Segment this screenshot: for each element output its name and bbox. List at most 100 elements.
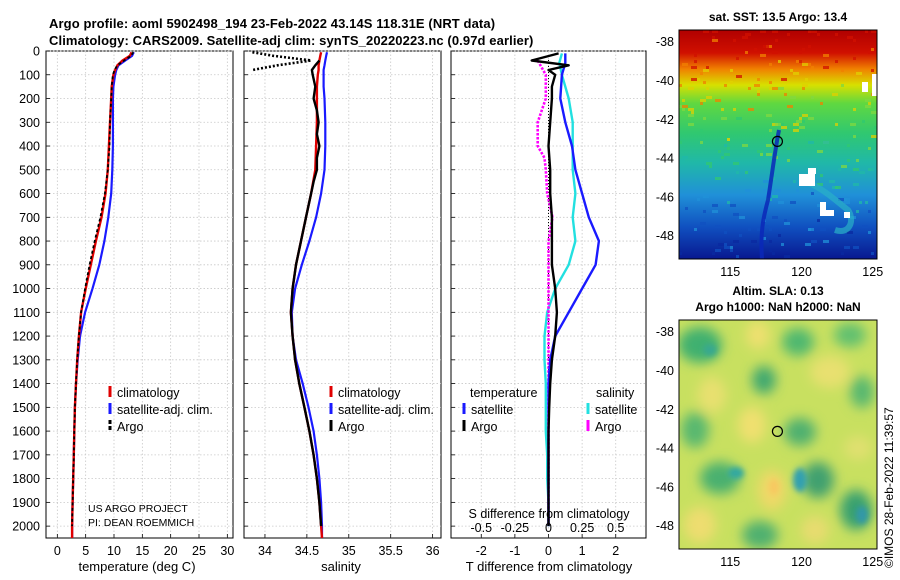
sst-pixel [742, 36, 748, 39]
salinity-argo-dotted-line [252, 50, 313, 72]
sst-pixel [868, 147, 871, 150]
sst-pixel [832, 93, 838, 96]
sst-pixel [853, 183, 859, 186]
sst-pixel [820, 102, 823, 105]
temp-legend-satellite-label: satellite-adj. clim. [117, 403, 213, 417]
temperature-diff-argo-line [530, 52, 570, 527]
sst-pixel [733, 240, 739, 243]
sst-pixel [775, 39, 778, 42]
sst-pixel [703, 117, 706, 120]
sst-pixel [694, 228, 697, 231]
map-y-tick-label: -48 [656, 519, 674, 533]
sst-pixel [706, 162, 712, 165]
depth-tick-label: 200 [19, 92, 40, 106]
map-y-tick-label: -38 [656, 325, 674, 339]
sst-pixel [859, 171, 865, 174]
x-tick-label: 30 [220, 544, 234, 558]
x-tick-label: -2 [476, 544, 487, 558]
sst-pixel [694, 60, 697, 63]
sst-pixel [769, 156, 772, 159]
sst-pixel [700, 141, 703, 144]
sst-pixel [706, 87, 709, 90]
x-tick-label: 2 [612, 544, 619, 558]
credit-line-2: PI: DEAN ROEMMICH [88, 517, 194, 529]
temp-legend-argo-label: Argo [117, 420, 143, 434]
sst-pixel [808, 228, 811, 231]
temperature-xlabel: temperature (deg C) [78, 559, 195, 574]
depth-tick-label: 1000 [12, 282, 40, 296]
sst-pixel [718, 243, 724, 246]
sst-pixel [793, 129, 799, 132]
sst-pixel [865, 30, 868, 33]
sst-pixel [784, 255, 790, 258]
sst-pixel [850, 123, 856, 126]
sst-pixel [757, 78, 760, 81]
sst-pixel [772, 51, 778, 54]
sst-pixel [760, 153, 763, 156]
sst-pixel [709, 165, 712, 168]
sst-pixel [835, 33, 838, 36]
sla-argo-location-marker [771, 425, 784, 437]
sst-pixel [856, 72, 862, 75]
sst-pixel [703, 81, 706, 84]
sst-pixel [793, 72, 799, 75]
x-tick-label: 0 [54, 544, 61, 558]
sst-pixel [775, 123, 781, 126]
map-x-tick-label: 125 [862, 555, 883, 569]
sst-pixel [724, 144, 727, 147]
sst-pixel [808, 141, 814, 144]
sst-pixel [733, 39, 736, 42]
sst-pixel [775, 189, 781, 192]
depth-tick-label: 1900 [12, 496, 40, 510]
depth-tick-label: 1700 [12, 448, 40, 462]
sst-pixel [841, 69, 844, 72]
sst-pixel [688, 87, 694, 90]
sst-pixel [757, 228, 763, 231]
sst-pixel [778, 129, 784, 132]
sst-cold-filament [759, 129, 781, 259]
diff-legend-salinity-header: salinity [596, 386, 635, 400]
map-x-tick-label: 120 [791, 265, 812, 279]
sst-pixel [847, 159, 850, 162]
salinity-diff-tick-label: -0.5 [470, 521, 492, 535]
sst-pixel [796, 189, 799, 192]
sst-pixel [769, 249, 772, 252]
sst-pixel [802, 48, 805, 51]
map-y-tick-label: -44 [656, 152, 674, 166]
sst-pixel [742, 144, 748, 147]
sst-pixel [712, 252, 715, 255]
sst-pixel [730, 69, 733, 72]
sst-pixel [871, 135, 877, 138]
sst-pixel [862, 225, 868, 228]
sst-pixel [808, 30, 811, 33]
sst-pixel [724, 231, 727, 234]
sst-pixel [871, 48, 874, 51]
sst-pixel [865, 105, 871, 108]
diff-legend-sal-argo-label: Argo [595, 420, 621, 434]
sst-pixel [688, 123, 694, 126]
sst-pixel [772, 177, 775, 180]
sst-pixel [790, 96, 796, 99]
sla-map-frame [678, 319, 878, 550]
sst-pixel [856, 159, 859, 162]
sst-pixel [748, 108, 754, 111]
sst-pixel [724, 153, 730, 156]
sst-cloud-mask [820, 202, 826, 216]
sst-pixel [715, 249, 721, 252]
sst-pixel [745, 33, 751, 36]
depth-tick-label: 800 [19, 235, 40, 249]
depth-tick-label: 0 [33, 45, 40, 59]
x-tick-label: 1 [579, 544, 586, 558]
sst-map-frame [678, 29, 878, 260]
x-tick-label: 35.5 [379, 544, 403, 558]
sst-pixel [712, 30, 718, 33]
sst-pixel [784, 222, 790, 225]
x-tick-label: 25 [192, 544, 206, 558]
sst-pixel [739, 234, 742, 237]
depth-tick-label: 1300 [12, 353, 40, 367]
sal-legend-satellite-label: satellite-adj. clim. [338, 403, 434, 417]
sst-pixel [763, 189, 766, 192]
x-tick-label: 34.5 [295, 544, 319, 558]
sst-pixel [817, 219, 820, 222]
sst-pixel [868, 168, 874, 171]
